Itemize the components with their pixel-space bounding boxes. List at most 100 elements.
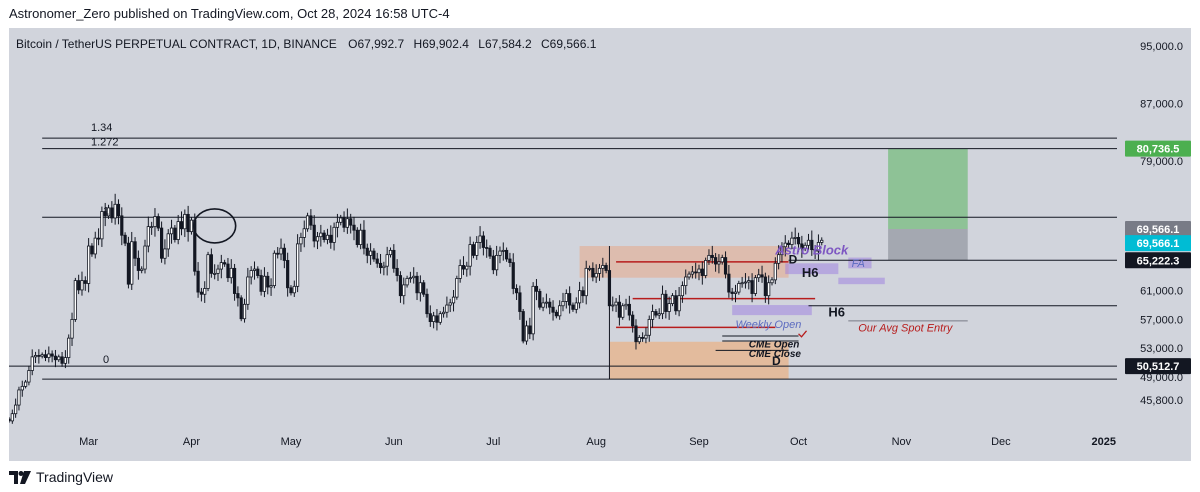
candle-body <box>256 268 260 276</box>
candle <box>378 253 383 274</box>
candle <box>574 297 578 314</box>
candle <box>800 235 804 258</box>
price-tag-label: 50,512.7 <box>1137 361 1180 373</box>
purple-block-fa <box>848 257 872 269</box>
candle <box>246 267 250 310</box>
fib-label-1-272: 1.272 <box>91 137 119 149</box>
candle <box>554 309 558 319</box>
candle <box>103 202 107 227</box>
candle <box>33 351 38 364</box>
candle <box>226 257 230 282</box>
price-tag-bg <box>1125 235 1191 252</box>
candle-body <box>43 354 48 358</box>
candle <box>767 275 771 305</box>
candle <box>219 254 223 279</box>
candle <box>37 349 41 364</box>
candle <box>737 280 741 295</box>
candle-body <box>120 215 124 236</box>
candle-body <box>521 311 525 342</box>
candle <box>352 216 356 241</box>
candle-body <box>667 303 671 312</box>
candle <box>252 261 257 280</box>
candle-body <box>206 254 210 289</box>
candle-body <box>485 247 489 249</box>
candle <box>392 244 396 273</box>
candle <box>315 232 320 250</box>
candle <box>30 349 34 376</box>
candle <box>408 271 413 283</box>
candle-body <box>810 239 814 251</box>
candle <box>495 245 499 276</box>
candle-body <box>239 297 243 320</box>
candle-body <box>704 260 708 276</box>
h6-lower-label: H6 <box>828 305 845 320</box>
weekly-open-label: Weekly Open <box>736 319 802 331</box>
candle-body <box>558 305 562 317</box>
chart-area[interactable]: 1.34 1.272 1 0 Astro Block FA Weekly Open CME O… <box>9 28 1191 461</box>
candle <box>17 386 21 411</box>
candle <box>644 327 648 344</box>
candle <box>810 230 814 256</box>
candle-body <box>720 257 724 263</box>
price-tag-bg <box>1125 358 1191 375</box>
axis-layer: Mar Apr May Jun Jul Aug Sep Oct Nov Dec 2025 95,000… <box>79 41 1191 448</box>
candle-body <box>501 249 505 252</box>
candle-body <box>647 319 651 336</box>
candle-body <box>495 254 499 271</box>
candle <box>627 295 631 321</box>
footer: TradingView <box>0 461 1200 492</box>
candle <box>687 271 691 280</box>
candle-body <box>355 229 359 245</box>
candle <box>647 315 651 342</box>
candle <box>723 251 728 279</box>
candle <box>402 277 406 305</box>
candle <box>412 267 416 284</box>
candle <box>601 257 605 278</box>
candle-body <box>654 311 658 316</box>
candle-body <box>252 268 257 271</box>
candle-body <box>242 303 247 320</box>
candle-body <box>783 242 787 248</box>
candle <box>577 281 582 309</box>
candle-body <box>289 287 293 294</box>
candle-body <box>385 254 389 267</box>
candle <box>455 275 459 300</box>
candle <box>538 288 542 310</box>
candle <box>209 248 213 278</box>
candle <box>159 221 164 263</box>
candle <box>136 250 140 280</box>
candle <box>505 247 509 262</box>
candle-body <box>465 265 469 270</box>
h6-upper-label: H6 <box>802 265 819 280</box>
candle-body <box>800 243 804 249</box>
candle <box>106 204 111 219</box>
candle <box>790 231 794 250</box>
candle <box>458 259 462 283</box>
candle-body <box>770 279 774 284</box>
candle-body <box>471 244 476 256</box>
candle <box>717 254 721 274</box>
candle-body <box>87 245 91 284</box>
candle-body <box>83 280 87 284</box>
candle-body <box>710 254 714 258</box>
price-tag-label: 65,222.3 <box>1137 255 1180 267</box>
candle <box>634 319 638 350</box>
candle-body <box>33 355 38 358</box>
candle <box>90 243 94 257</box>
tradingview-logo[interactable]: TradingView <box>9 469 113 485</box>
candle <box>286 252 290 297</box>
candle-body <box>159 227 164 259</box>
candle <box>405 275 409 288</box>
x-tick-nov: Nov <box>892 436 912 448</box>
candle-body <box>793 237 797 239</box>
candle-body <box>684 276 688 287</box>
candle-body <box>777 254 781 264</box>
candle-body <box>670 295 675 305</box>
candle-body <box>90 245 94 255</box>
candle-body <box>236 293 240 299</box>
candle-body <box>359 229 363 245</box>
candle <box>398 271 403 303</box>
candle-body <box>554 311 558 317</box>
candle-body <box>445 304 449 313</box>
